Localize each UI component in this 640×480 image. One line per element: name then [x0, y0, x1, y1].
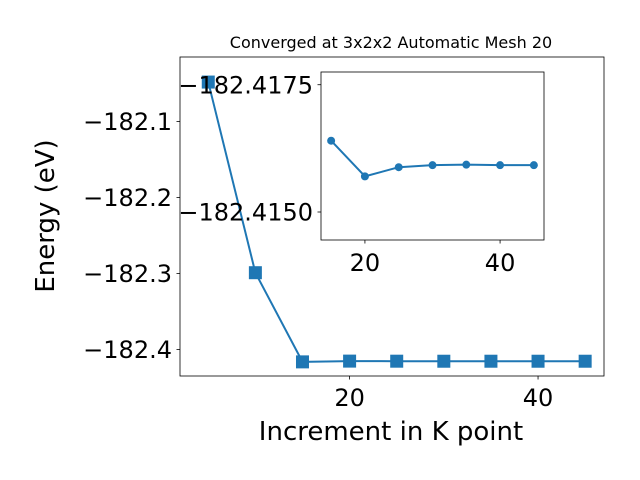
inset-frame	[320, 71, 545, 241]
main-y-tick-label: −182.1	[83, 108, 172, 136]
main-x-tick-label: 20	[334, 384, 365, 412]
inset-x-tick-label: 40	[485, 249, 516, 277]
main-y-tick-label: −182.3	[83, 260, 172, 288]
inset-data-point	[360, 172, 369, 181]
inset-y-tick-label: −182.4175	[178, 71, 313, 99]
inset-data-point	[462, 160, 471, 169]
x-axis-label: Increment in K point	[259, 417, 523, 447]
main-data-point	[390, 354, 404, 368]
main-data-point	[484, 354, 498, 368]
main-data-point	[531, 354, 545, 368]
inset-background	[321, 72, 544, 240]
main-data-point	[578, 354, 592, 368]
main-data-point	[201, 75, 215, 89]
inset-data-point	[496, 161, 505, 170]
main-data-point	[248, 266, 262, 280]
main-data-point	[343, 354, 357, 368]
main-plot-area: 20 40 −182.4 −182.3 −182.2 −182.1	[83, 56, 605, 412]
y-axis-label: Energy (eV)	[31, 139, 61, 292]
inset-data-point	[428, 161, 437, 170]
inset-data-point	[394, 163, 403, 172]
inset-data-point	[529, 161, 538, 170]
chart-title: Converged at 3x2x2 Automatic Mesh 20	[230, 33, 552, 52]
main-y-tick-label: −182.4	[83, 336, 172, 364]
inset-plot-area: 20 40 −182.4150 −182.4175	[178, 71, 545, 277]
inset-data-point	[327, 136, 336, 145]
main-data-point	[295, 355, 309, 369]
main-frame	[179, 56, 605, 377]
main-x-tick-label: 40	[523, 384, 554, 412]
inset-y-tick-label: −182.4150	[178, 199, 313, 227]
inset-x-tick-label: 20	[350, 249, 381, 277]
main-data-point	[437, 354, 451, 368]
main-y-tick-label: −182.2	[83, 184, 172, 212]
